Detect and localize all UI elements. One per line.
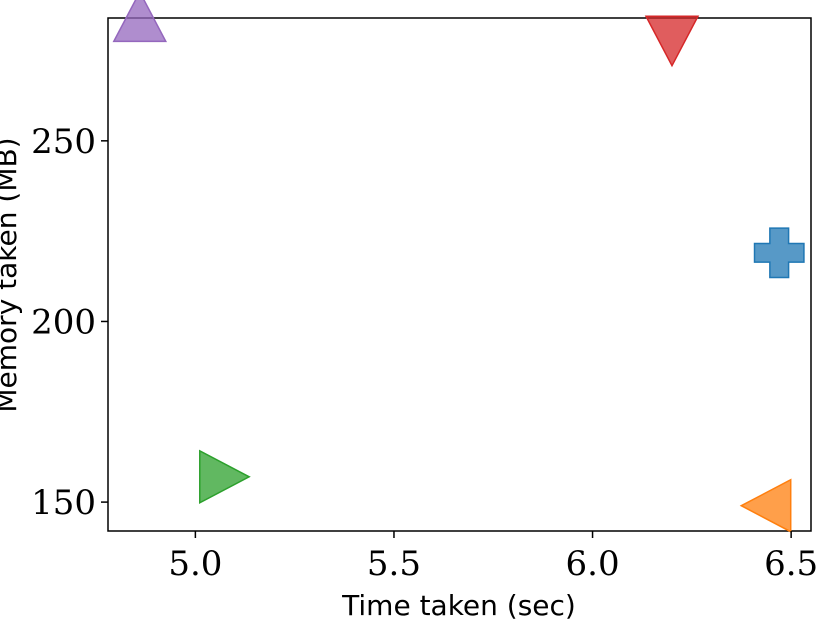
x-tick-label: 6.5	[764, 544, 818, 584]
y-tick-label: 200	[31, 302, 96, 342]
x-axis-label: Time taken (sec)	[341, 589, 576, 622]
data-point-triangle-down	[644, 15, 700, 68]
y-axis-label: Memory taken (MB)	[0, 137, 23, 412]
y-tick-label: 250	[31, 122, 96, 162]
data-point-triangle-up	[112, 0, 168, 43]
data-point-plus	[753, 227, 805, 279]
data-point-triangle-left	[739, 478, 792, 533]
y-tick-label: 150	[31, 483, 96, 523]
plot-area	[107, 17, 812, 532]
x-tick-label: 5.0	[168, 544, 222, 584]
x-tick-label: 5.5	[367, 544, 421, 584]
x-tick-label: 6.0	[566, 544, 620, 584]
x-axis-ticks: 5.0 5.5 6.0 6.5	[168, 531, 818, 584]
y-axis-ticks: 150 200 250	[31, 122, 108, 523]
data-point-triangle-right	[199, 449, 251, 505]
data-points	[112, 0, 805, 533]
